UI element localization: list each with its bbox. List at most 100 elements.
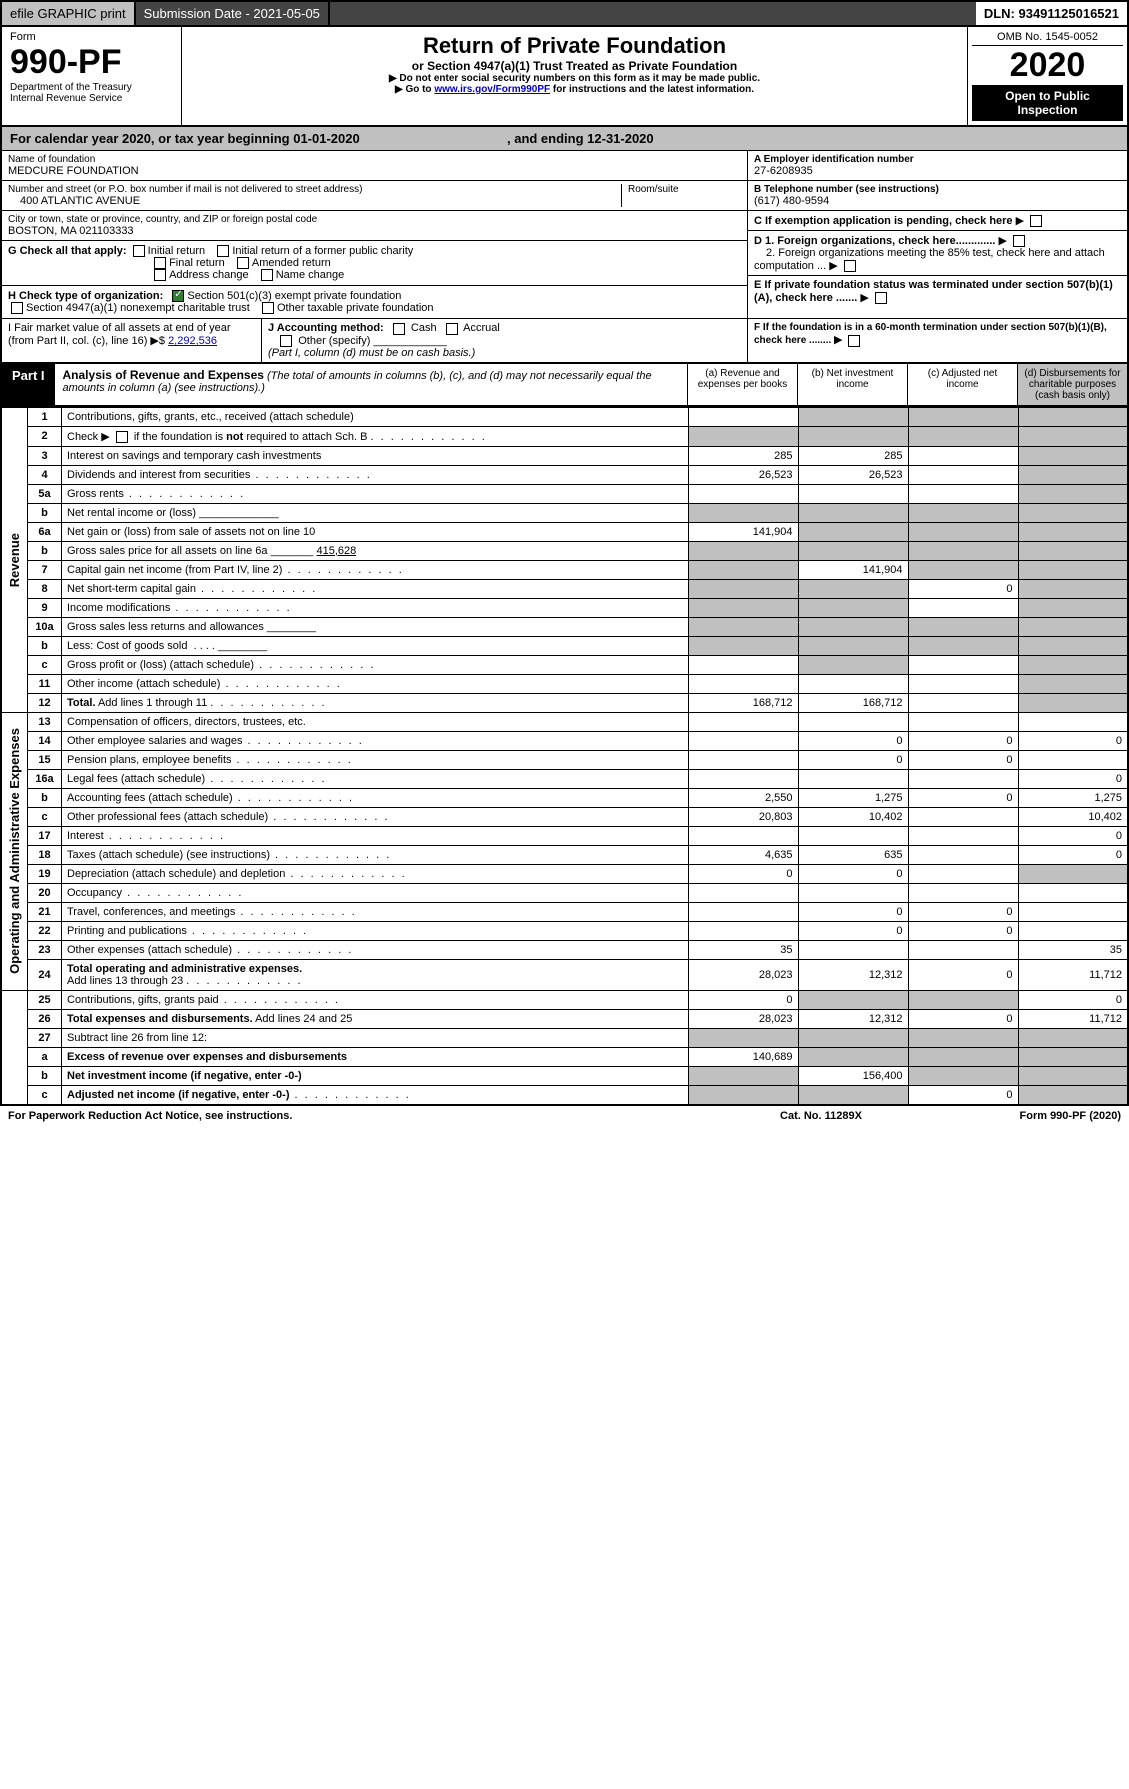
dln-label: DLN: 93491125016521 xyxy=(976,2,1127,25)
row-num: 9 xyxy=(28,598,62,617)
amt-a: 141,904 xyxy=(688,522,798,541)
row-num: 4 xyxy=(28,465,62,484)
footer-center: Cat. No. 11289X xyxy=(721,1110,921,1122)
chk-name-change[interactable] xyxy=(261,269,273,281)
col-b-header: (b) Net investment income xyxy=(797,364,907,405)
row-desc: Depreciation (attach schedule) and deple… xyxy=(62,864,689,883)
g-label: G Check all that apply: xyxy=(8,245,127,257)
e-label: E If private foundation status was termi… xyxy=(754,279,1113,304)
foundation-address: 400 ATLANTIC AVENUE xyxy=(8,195,621,207)
row-desc: Contributions, gifts, grants paid xyxy=(62,990,689,1009)
chk-c[interactable] xyxy=(1030,215,1042,227)
h-label: H Check type of organization: xyxy=(8,290,163,302)
chk-cash[interactable] xyxy=(393,323,405,335)
row-num: 13 xyxy=(28,712,62,731)
chk-schb[interactable] xyxy=(116,431,128,443)
irs-link[interactable]: www.irs.gov/Form990PF xyxy=(434,84,550,95)
chk-d2[interactable] xyxy=(844,260,856,272)
page-footer: For Paperwork Reduction Act Notice, see … xyxy=(0,1105,1129,1126)
row-num: 26 xyxy=(28,1009,62,1028)
chk-amended[interactable] xyxy=(237,257,249,269)
lbl-initial: Initial return xyxy=(148,245,205,257)
top-bar: efile GRAPHIC print Submission Date - 20… xyxy=(0,0,1129,27)
chk-other-taxable[interactable] xyxy=(262,302,274,314)
amt-b: 285 xyxy=(798,446,908,465)
amt-a: 0 xyxy=(688,990,798,1009)
row-desc: Contributions, gifts, grants, etc., rece… xyxy=(62,407,689,426)
row-num: 23 xyxy=(28,940,62,959)
calendar-begin: For calendar year 2020, or tax year begi… xyxy=(10,131,360,146)
row-num: 27 xyxy=(28,1028,62,1047)
lbl-4947: Section 4947(a)(1) nonexempt charitable … xyxy=(26,302,250,314)
amt-b: 26,523 xyxy=(798,465,908,484)
row-num: 14 xyxy=(28,731,62,750)
row-desc: Pension plans, employee benefits xyxy=(62,750,689,769)
lbl-501c3: Section 501(c)(3) exempt private foundat… xyxy=(187,290,401,302)
d2-label: 2. Foreign organizations meeting the 85%… xyxy=(754,247,1105,272)
amt-a: 20,803 xyxy=(688,807,798,826)
row-num: c xyxy=(28,807,62,826)
form-note-1: ▶ Do not enter social security numbers o… xyxy=(188,73,961,84)
topbar-spacer xyxy=(330,2,976,25)
room-label: Room/suite xyxy=(628,184,741,195)
tel-value: (617) 480-9594 xyxy=(754,195,1121,207)
city-label: City or town, state or province, country… xyxy=(8,214,741,225)
row-desc: Travel, conferences, and meetings xyxy=(62,902,689,921)
chk-d1[interactable] xyxy=(1013,235,1025,247)
chk-accrual[interactable] xyxy=(446,323,458,335)
amt-b: 0 xyxy=(798,864,908,883)
row-num: b xyxy=(28,636,62,655)
c-label: C If exemption application is pending, c… xyxy=(754,215,1013,227)
row-num: b xyxy=(28,1066,62,1085)
note2-prefix: ▶ Go to xyxy=(395,84,434,95)
efile-print-button[interactable]: efile GRAPHIC print xyxy=(2,2,136,25)
ein-value: 27-6208935 xyxy=(754,165,1121,177)
amt-b: 635 xyxy=(798,845,908,864)
lbl-addr-change: Address change xyxy=(169,269,249,281)
row-num: 15 xyxy=(28,750,62,769)
row-num: 22 xyxy=(28,921,62,940)
chk-4947[interactable] xyxy=(11,302,23,314)
chk-initial[interactable] xyxy=(133,245,145,257)
chk-f[interactable] xyxy=(848,335,860,347)
form-note-2: ▶ Go to www.irs.gov/Form990PF for instru… xyxy=(188,84,961,95)
row-num: 20 xyxy=(28,883,62,902)
amt-c: 0 xyxy=(908,1085,1018,1104)
dept-treasury: Department of the Treasury xyxy=(10,82,173,93)
row-desc: Income modifications xyxy=(62,598,689,617)
part1-header: Part I Analysis of Revenue and Expenses … xyxy=(0,363,1129,407)
amt-a: 2,550 xyxy=(688,788,798,807)
row-num: b xyxy=(28,503,62,522)
row-desc: Gross sales less returns and allowances … xyxy=(62,617,689,636)
row-desc: Dividends and interest from securities xyxy=(62,465,689,484)
row-desc: Gross profit or (loss) (attach schedule) xyxy=(62,655,689,674)
row-desc: Excess of revenue over expenses and disb… xyxy=(62,1047,689,1066)
row-desc: Interest xyxy=(62,826,689,845)
chk-501c3[interactable] xyxy=(172,290,184,302)
amt-c: 0 xyxy=(908,1009,1018,1028)
foundation-name: MEDCURE FOUNDATION xyxy=(8,165,741,177)
chk-e[interactable] xyxy=(875,292,887,304)
amt-d: 0 xyxy=(1018,845,1128,864)
chk-addr-change[interactable] xyxy=(154,269,166,281)
amt-a: 0 xyxy=(688,864,798,883)
dept-irs: Internal Revenue Service xyxy=(10,93,173,104)
chk-final[interactable] xyxy=(154,257,166,269)
row-num: 18 xyxy=(28,845,62,864)
lbl-cash: Cash xyxy=(411,322,437,334)
amt-b: 12,312 xyxy=(798,959,908,990)
row-desc: Other employee salaries and wages xyxy=(62,731,689,750)
revenue-vlabel: Revenue xyxy=(7,533,22,587)
row-num: 1 xyxy=(28,407,62,426)
form-number: 990-PF xyxy=(10,43,173,82)
amt-d: 0 xyxy=(1018,769,1128,788)
footer-left: For Paperwork Reduction Act Notice, see … xyxy=(8,1110,721,1122)
amt-d: 11,712 xyxy=(1018,1009,1128,1028)
chk-j-other[interactable] xyxy=(280,335,292,347)
amt-c: 0 xyxy=(908,750,1018,769)
note2-suffix: for instructions and the latest informat… xyxy=(550,84,754,95)
row-num: 7 xyxy=(28,560,62,579)
chk-initial-former[interactable] xyxy=(217,245,229,257)
row-desc: Taxes (attach schedule) (see instruction… xyxy=(62,845,689,864)
lbl-other-taxable: Other taxable private foundation xyxy=(277,302,434,314)
